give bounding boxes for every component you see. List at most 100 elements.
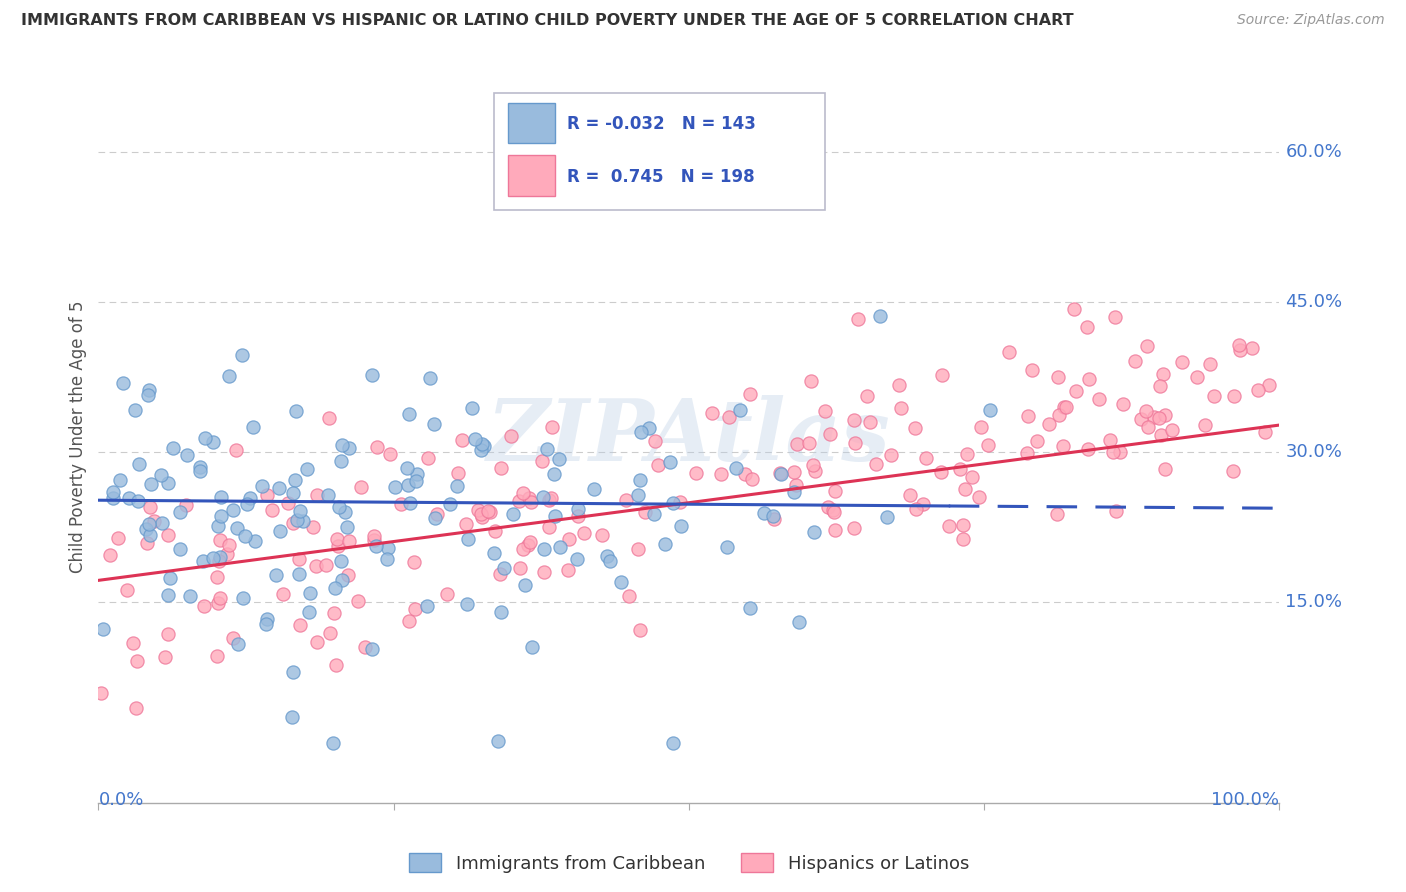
Point: [205, 648, 228, 663]
Point: [295, 462, 318, 476]
Point: [1240, 341, 1263, 355]
Point: [281, 485, 304, 500]
Point: [1153, 408, 1175, 422]
Point: [336, 519, 359, 533]
Point: [325, 532, 347, 546]
Point: [1171, 354, 1194, 368]
Point: [307, 488, 329, 502]
Point: [477, 504, 499, 518]
Point: [647, 458, 669, 472]
Point: [929, 465, 952, 479]
Point: [541, 420, 564, 434]
Point: [979, 403, 1001, 417]
Point: [281, 665, 304, 679]
Point: [162, 442, 184, 456]
Point: [399, 496, 422, 510]
Point: [454, 516, 477, 531]
Point: [558, 533, 581, 547]
Point: [450, 433, 472, 447]
Point: [821, 503, 844, 517]
Point: [315, 558, 337, 572]
Point: [482, 546, 505, 560]
Point: [267, 482, 290, 496]
Point: [1223, 389, 1246, 403]
Point: [659, 455, 682, 469]
Point: [250, 479, 273, 493]
Point: [226, 637, 249, 651]
Point: [423, 417, 446, 431]
Point: [337, 441, 360, 455]
Point: [471, 509, 494, 524]
Point: [1247, 383, 1270, 397]
Point: [256, 612, 278, 626]
Point: [304, 559, 326, 574]
Point: [139, 500, 162, 514]
Point: [328, 500, 350, 514]
Point: [960, 470, 983, 484]
Point: [970, 420, 993, 434]
Point: [242, 420, 264, 434]
Point: [1227, 338, 1250, 352]
Point: [121, 636, 143, 650]
Point: [803, 525, 825, 540]
Text: 60.0%: 60.0%: [1285, 143, 1343, 161]
Point: [785, 478, 807, 492]
Point: [900, 488, 922, 502]
Point: [236, 497, 259, 511]
Point: [814, 404, 837, 418]
Point: [363, 529, 385, 543]
Point: [225, 442, 247, 457]
Point: [1258, 377, 1281, 392]
Point: [502, 507, 524, 521]
Point: [644, 434, 666, 449]
Point: [107, 532, 129, 546]
Point: [865, 457, 887, 471]
Point: [536, 442, 558, 456]
Point: [738, 387, 761, 401]
Point: [330, 438, 353, 452]
Point: [1054, 400, 1077, 414]
Point: [544, 509, 567, 524]
Point: [207, 519, 229, 533]
Point: [363, 533, 385, 548]
Point: [396, 478, 419, 492]
Point: [662, 736, 685, 750]
Point: [599, 554, 621, 568]
Point: [169, 542, 191, 557]
Point: [375, 552, 398, 566]
Point: [470, 508, 492, 522]
Point: [269, 524, 291, 539]
Point: [218, 369, 240, 384]
Point: [1185, 369, 1208, 384]
Point: [662, 496, 685, 510]
Point: [323, 606, 346, 620]
Text: 15.0%: 15.0%: [1285, 593, 1343, 611]
Point: [103, 491, 125, 505]
Point: [425, 511, 447, 525]
Point: [139, 477, 162, 491]
Point: [890, 401, 912, 416]
Point: [366, 440, 388, 454]
Point: [124, 402, 146, 417]
Point: [264, 568, 287, 582]
Point: [508, 494, 530, 508]
Point: [1135, 404, 1157, 418]
Text: 100.0%: 100.0%: [1212, 791, 1279, 809]
Point: [530, 454, 553, 468]
Point: [436, 587, 458, 601]
Point: [769, 467, 792, 481]
Point: [1046, 370, 1069, 384]
Point: [519, 535, 541, 549]
Point: [800, 375, 823, 389]
Point: [952, 532, 974, 546]
Point: [139, 527, 162, 541]
Point: [783, 465, 806, 479]
Point: [188, 459, 211, 474]
Point: [325, 657, 347, 672]
Point: [627, 488, 650, 502]
Point: [565, 551, 588, 566]
Point: [512, 541, 534, 556]
Point: [517, 538, 540, 552]
Point: [1078, 372, 1101, 386]
Legend: Immigrants from Caribbean, Hispanics or Latinos: Immigrants from Caribbean, Hispanics or …: [399, 844, 979, 881]
